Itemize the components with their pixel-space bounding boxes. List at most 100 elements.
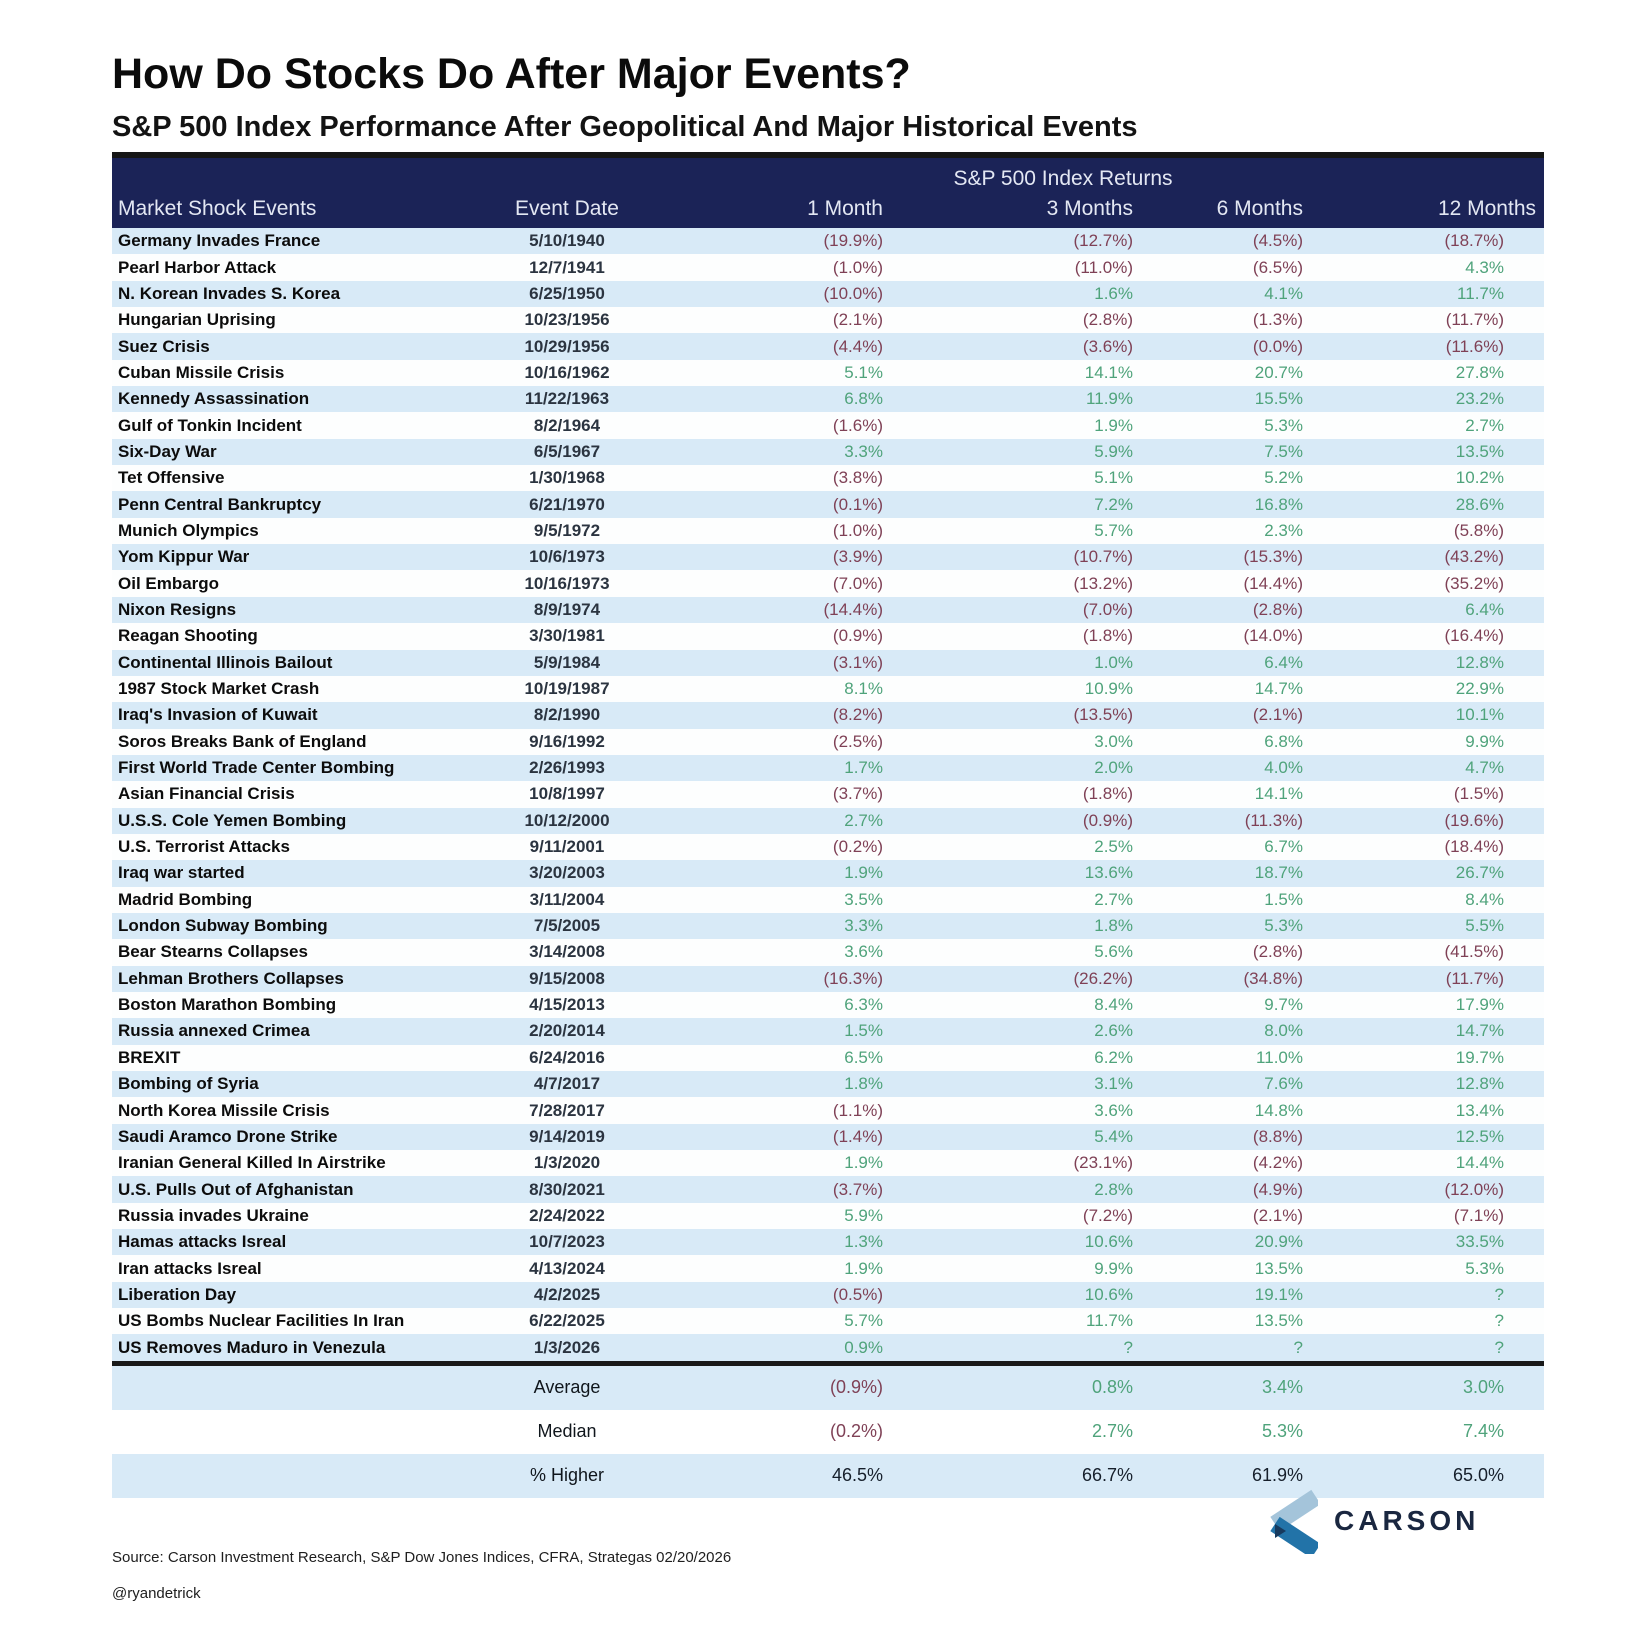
table-row: Iraq war started 3/20/2003 1.9% 13.6% 18…	[112, 860, 1544, 887]
return-12-months: (18.7%)	[1444, 231, 1504, 251]
return-1-month: (1.6%)	[832, 415, 883, 435]
return-6-months: 6.4%	[1264, 652, 1303, 672]
summary-6-months: 5.3%	[1261, 1421, 1303, 1442]
event-name: Six-Day War	[118, 441, 217, 461]
event-name: Kennedy Assassination	[118, 389, 310, 409]
return-1-month: (1.1%)	[832, 1100, 883, 1120]
return-3-months: 3.0%	[1094, 731, 1133, 751]
event-name: Liberation Day	[118, 1284, 237, 1304]
return-3-months: 1.6%	[1094, 283, 1133, 303]
event-name: Boston Marathon Bombing	[118, 995, 337, 1015]
event-name: Yom Kippur War	[118, 547, 250, 567]
event-name: Tet Offensive	[118, 468, 225, 488]
event-date: 8/9/1974	[533, 599, 601, 619]
return-3-months: 5.1%	[1094, 468, 1133, 488]
table-row: Yom Kippur War 10/6/1973 (3.9%) (10.7%) …	[112, 544, 1544, 571]
return-3-months: 2.0%	[1094, 758, 1133, 778]
return-6-months: 18.7%	[1254, 863, 1303, 883]
return-1-month: (2.5%)	[832, 731, 883, 751]
return-1-month: (2.1%)	[832, 310, 883, 330]
return-12-months: ?	[1494, 1337, 1504, 1357]
return-6-months: 5.3%	[1264, 415, 1303, 435]
event-date: 1/30/1968	[529, 468, 605, 488]
return-12-months: (7.1%)	[1453, 1205, 1504, 1225]
table-row: U.S. Terrorist Attacks 9/11/2001 (0.2%) …	[112, 833, 1544, 861]
return-6-months: 9.7%	[1264, 995, 1303, 1015]
table-row: Reagan Shooting 3/30/1981 (0.9%) (1.8%) …	[112, 623, 1544, 650]
event-date: 1/3/2020	[533, 1153, 601, 1173]
event-name: First World Trade Center Bombing	[118, 758, 395, 778]
return-6-months: 15.5%	[1254, 389, 1303, 409]
return-6-months: (6.5%)	[1252, 257, 1303, 277]
return-3-months: (10.7%)	[1073, 547, 1133, 567]
return-6-months: 13.5%	[1254, 1311, 1303, 1331]
return-12-months: 33.5%	[1455, 1232, 1504, 1252]
event-name: US Bombs Nuclear Facilities In Iran	[118, 1311, 405, 1331]
return-1-month: (3.7%)	[832, 1179, 883, 1199]
return-1-month: 5.9%	[844, 1205, 883, 1225]
event-name: North Korea Missile Crisis	[118, 1100, 330, 1120]
return-6-months: (4.2%)	[1252, 1153, 1303, 1173]
table-row: Lehman Brothers Collapses 9/15/2008 (16.…	[112, 965, 1544, 992]
event-name: Bear Stearns Collapses	[118, 942, 308, 962]
return-6-months: 14.8%	[1254, 1100, 1303, 1120]
event-name: Iran attacks Isreal	[118, 1258, 262, 1278]
return-12-months: (1.5%)	[1453, 784, 1504, 804]
return-6-months: 14.7%	[1254, 679, 1303, 699]
summary-row: Median (0.2%) 2.7% 5.3% 7.4%	[112, 1409, 1544, 1454]
event-name: Germany Invades France	[118, 231, 321, 251]
return-12-months: 12.5%	[1455, 1126, 1504, 1146]
return-1-month: (0.5%)	[832, 1284, 883, 1304]
return-3-months: (7.2%)	[1082, 1205, 1133, 1225]
return-3-months: (11.0%)	[1074, 257, 1133, 277]
return-3-months: 14.1%	[1084, 362, 1133, 382]
return-12-months: 14.7%	[1455, 1021, 1504, 1041]
return-6-months: (4.9%)	[1252, 1179, 1303, 1199]
event-date: 2/20/2014	[529, 1021, 605, 1041]
event-date: 3/11/2004	[529, 889, 605, 909]
return-1-month: (1.0%)	[832, 257, 883, 277]
return-1-month: (3.9%)	[832, 547, 883, 567]
return-12-months: 13.5%	[1455, 441, 1504, 461]
return-6-months: 20.7%	[1254, 362, 1303, 382]
event-date: 4/7/2017	[533, 1074, 601, 1094]
return-6-months: 6.7%	[1264, 837, 1303, 857]
summary-1-month: (0.9%)	[829, 1377, 883, 1398]
table-row: North Korea Missile Crisis 7/28/2017 (1.…	[112, 1097, 1544, 1124]
return-1-month: 1.9%	[844, 1258, 883, 1278]
return-6-months: (2.8%)	[1252, 599, 1303, 619]
event-date: 2/26/1993	[529, 758, 605, 778]
return-12-months: (19.6%)	[1444, 810, 1504, 830]
event-date: 10/12/2000	[524, 810, 610, 830]
return-3-months: 8.4%	[1094, 995, 1133, 1015]
return-1-month: (1.0%)	[832, 520, 883, 540]
return-12-months: (16.4%)	[1444, 626, 1504, 646]
event-name: Oil Embargo	[118, 573, 220, 593]
table-row: Madrid Bombing 3/11/2004 3.5% 2.7% 1.5% …	[112, 886, 1544, 913]
return-1-month: 6.3%	[844, 995, 883, 1015]
return-12-months: 17.9%	[1455, 995, 1504, 1015]
event-name: 1987 Stock Market Crash	[118, 679, 320, 699]
col-header-date: Event Date	[515, 197, 619, 220]
event-date: 10/23/1956	[524, 310, 610, 330]
table-row: US Bombs Nuclear Facilities In Iran 6/22…	[112, 1308, 1544, 1335]
return-1-month: 1.8%	[844, 1074, 883, 1094]
return-3-months: (23.1%)	[1073, 1153, 1133, 1173]
return-3-months: 3.6%	[1094, 1100, 1133, 1120]
return-3-months: 2.8%	[1094, 1179, 1133, 1199]
table-row: Saudi Aramco Drone Strike 9/14/2019 (1.4…	[112, 1123, 1544, 1151]
return-3-months: 10.6%	[1084, 1232, 1133, 1252]
table-row: Cuban Missile Crisis 10/16/1962 5.1% 14.…	[112, 359, 1544, 387]
return-6-months: 19.1%	[1254, 1284, 1303, 1304]
event-name: Madrid Bombing	[118, 889, 253, 909]
table-row: 1987 Stock Market Crash 10/19/1987 8.1% …	[112, 675, 1544, 703]
event-date: 4/15/2013	[529, 995, 605, 1015]
event-name: Bombing of Syria	[118, 1074, 259, 1094]
event-date: 6/22/2025	[529, 1311, 605, 1331]
return-12-months: ?	[1494, 1284, 1504, 1304]
table-row: BREXIT 6/24/2016 6.5% 6.2% 11.0% 19.7%	[112, 1044, 1544, 1071]
return-1-month: (1.4%)	[832, 1126, 883, 1146]
return-6-months: 5.2%	[1264, 468, 1303, 488]
return-6-months: (14.4%)	[1243, 573, 1303, 593]
summary-label: Median	[537, 1421, 597, 1442]
